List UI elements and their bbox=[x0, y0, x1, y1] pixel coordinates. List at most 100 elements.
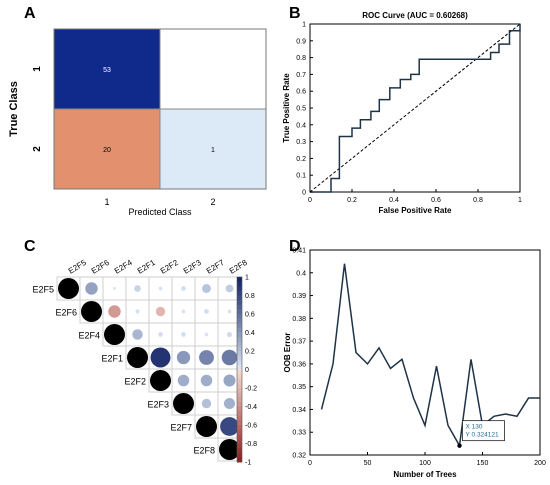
oob-xtick-label: 100 bbox=[419, 460, 431, 467]
confusion-cell-2-1 bbox=[53, 108, 161, 190]
corr-circle bbox=[176, 350, 191, 365]
oob-ytick-label: 0.4 bbox=[296, 270, 306, 277]
colorbar-segment bbox=[237, 360, 242, 366]
roc-ytick-label: 0.3 bbox=[296, 139, 306, 146]
corr-circle bbox=[135, 309, 140, 314]
colorbar-segment bbox=[237, 351, 242, 357]
datatip-y-value: Y 0.324121 bbox=[466, 432, 500, 439]
confusion-frame bbox=[53, 28, 267, 190]
colorbar-segment bbox=[237, 355, 242, 361]
corr-circle bbox=[181, 309, 186, 314]
panel-letter-a: A bbox=[24, 5, 36, 22]
datatip-marker bbox=[457, 443, 462, 448]
confusion-cell-1-2 bbox=[159, 28, 267, 110]
roc-xtick-label: 0 bbox=[308, 197, 312, 204]
oob-xlabel: Number of Trees bbox=[393, 470, 457, 479]
corr-diagonal-circle bbox=[58, 278, 79, 299]
corr-col-label: E2F3 bbox=[182, 258, 203, 276]
colorbar-segment bbox=[237, 438, 242, 444]
corr-row-label: E2F5 bbox=[32, 285, 54, 295]
corr-col-label: E2F8 bbox=[228, 258, 249, 276]
colorbar-tick-label: -1 bbox=[245, 460, 251, 467]
confusion-value-2-2: 1 bbox=[211, 147, 215, 154]
confusion-row-tick: 1 bbox=[32, 66, 43, 72]
corr-diagonal-circle bbox=[196, 416, 217, 437]
corr-row-label: E2F4 bbox=[78, 331, 100, 341]
corr-circle bbox=[150, 347, 171, 368]
roc-ytick-label: 0 bbox=[302, 190, 306, 197]
confusion-col-tick: 2 bbox=[210, 197, 215, 207]
colorbar-segment bbox=[237, 364, 242, 370]
colorbar-segment bbox=[237, 295, 242, 301]
datatip-x-value: X 130 bbox=[466, 424, 483, 431]
colorbar-segment bbox=[237, 448, 242, 454]
confusion-value-2-1: 20 bbox=[103, 147, 111, 154]
colorbar-tick-label: 0.4 bbox=[245, 330, 255, 337]
colorbar-segment bbox=[237, 443, 242, 449]
colorbar-segment bbox=[237, 374, 242, 380]
colorbar-frame bbox=[236, 276, 243, 463]
roc-title: ROC Curve (AUC = 0.60268) bbox=[362, 11, 468, 20]
corr-circle bbox=[177, 374, 190, 387]
corr-diagonal-circle bbox=[81, 301, 102, 322]
corr-circle bbox=[204, 309, 209, 314]
corr-circle bbox=[181, 332, 186, 337]
colorbar-segment bbox=[237, 304, 242, 310]
oob-ytick-label: 0.37 bbox=[292, 339, 306, 346]
colorbar-segment bbox=[237, 397, 242, 403]
corr-row-label: E2F3 bbox=[147, 400, 169, 410]
oob-xtick-label: 150 bbox=[477, 460, 489, 467]
colorbar-segment bbox=[237, 300, 242, 306]
colorbar-segment bbox=[237, 401, 242, 407]
confusion-xlabel: Predicted Class bbox=[128, 207, 192, 217]
corr-circle bbox=[204, 332, 209, 337]
colorbar-segment bbox=[237, 337, 242, 343]
colorbar-segment bbox=[237, 392, 242, 398]
roc-ytick-label: 0.8 bbox=[296, 55, 306, 62]
colorbar-tick-label: 0 bbox=[245, 367, 249, 374]
colorbar-segment bbox=[237, 434, 242, 440]
oob-ytick-label: 0.35 bbox=[292, 384, 306, 391]
colorbar-segment bbox=[237, 277, 242, 283]
corr-circle bbox=[223, 374, 236, 387]
corr-circle bbox=[158, 332, 163, 337]
confusion-value-1-1: 53 bbox=[103, 67, 111, 74]
corr-circle bbox=[223, 397, 236, 410]
oob-ytick-label: 0.34 bbox=[292, 407, 306, 414]
corr-diagonal-circle bbox=[219, 439, 240, 460]
colorbar-segment bbox=[237, 378, 242, 384]
colorbar-segment bbox=[237, 332, 242, 338]
corr-circle bbox=[199, 350, 214, 365]
oob-xtick-label: 0 bbox=[308, 460, 312, 467]
colorbar-tick-label: -0.4 bbox=[245, 404, 257, 411]
colorbar-segment bbox=[237, 383, 242, 389]
datatip-box bbox=[462, 420, 505, 442]
colorbar-segment bbox=[237, 286, 242, 292]
colorbar-tick-label: -0.8 bbox=[245, 441, 257, 448]
corr-circle bbox=[181, 286, 186, 291]
confusion-row-tick: 2 bbox=[32, 146, 43, 152]
panel-letter-d: D bbox=[289, 238, 301, 255]
panel-letter-c: C bbox=[24, 238, 36, 255]
corr-circle bbox=[200, 374, 213, 387]
roc-xlabel: False Positive Rate bbox=[379, 206, 452, 215]
colorbar-tick-label: -0.2 bbox=[245, 386, 257, 393]
oob-ytick-label: 0.38 bbox=[292, 316, 306, 323]
oob-ytick-label: 0.41 bbox=[292, 248, 306, 255]
roc-xtick-label: 0.8 bbox=[473, 197, 483, 204]
roc-ytick-label: 0.2 bbox=[296, 156, 306, 163]
colorbar-segment bbox=[237, 411, 242, 417]
corr-row-label: E2F8 bbox=[193, 446, 215, 456]
roc-xtick-label: 0.4 bbox=[389, 197, 399, 204]
roc-xtick-label: 1 bbox=[518, 197, 522, 204]
corr-row-label: E2F2 bbox=[124, 377, 146, 387]
roc-curve-line bbox=[310, 24, 521, 193]
oob-ylabel: OOB Error bbox=[283, 332, 292, 372]
colorbar-segment bbox=[237, 327, 242, 333]
corr-circle bbox=[158, 286, 163, 291]
corr-col-label: E2F6 bbox=[90, 258, 111, 276]
oob-ytick-label: 0.39 bbox=[292, 293, 306, 300]
corr-circle bbox=[113, 287, 116, 290]
corr-circle bbox=[220, 417, 239, 436]
roc-ytick-label: 0.9 bbox=[296, 38, 306, 45]
